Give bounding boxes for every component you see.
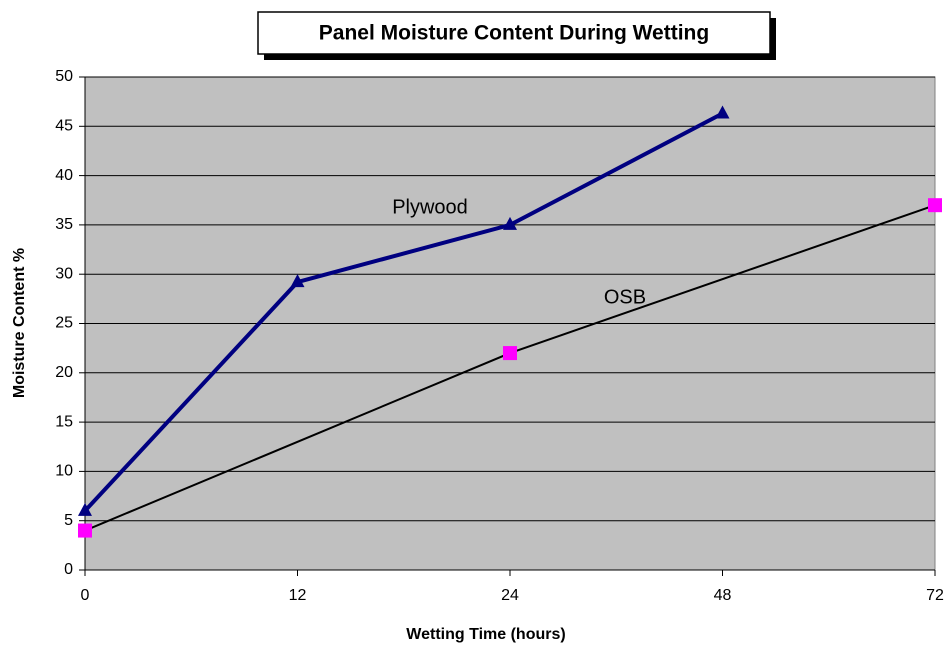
- series-label: OSB: [604, 286, 646, 308]
- y-tick-label: 40: [55, 167, 73, 184]
- y-tick-label: 10: [55, 463, 73, 480]
- y-tick-label: 5: [64, 512, 73, 529]
- y-tick-label: 30: [55, 265, 73, 282]
- x-tick-label: 48: [714, 587, 732, 604]
- series-label: Plywood: [392, 196, 468, 218]
- marker: [78, 523, 92, 538]
- y-tick-label: 45: [55, 118, 73, 135]
- x-tick-label: 0: [81, 587, 90, 604]
- title-box: [257, 11, 771, 55]
- y-axis-title: Moisture Content %: [11, 248, 28, 398]
- y-tick-label: 35: [55, 216, 73, 233]
- y-tick-label: 20: [55, 364, 73, 381]
- marker: [503, 346, 517, 361]
- chart-title: Panel Moisture Content During Wetting: [319, 22, 709, 45]
- x-tick-label: 72: [926, 587, 944, 604]
- y-tick-label: 50: [55, 68, 73, 85]
- marker: [503, 216, 517, 230]
- y-tick-label: 15: [55, 413, 73, 430]
- x-tick-label: 12: [289, 587, 307, 604]
- marker: [928, 198, 942, 213]
- marker: [78, 502, 92, 516]
- series-line: [83, 111, 724, 513]
- y-tick-label: 25: [55, 315, 73, 332]
- marker: [715, 105, 730, 119]
- y-tick-label: 0: [64, 561, 73, 578]
- marker: [290, 274, 305, 288]
- x-tick-label: 24: [501, 587, 519, 604]
- x-axis-title: Wetting Time (hours): [406, 626, 565, 643]
